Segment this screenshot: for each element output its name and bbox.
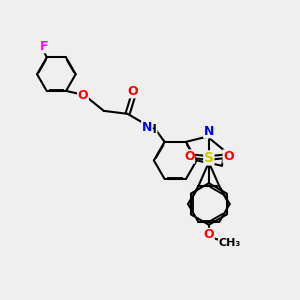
Text: H: H [147, 123, 157, 136]
Text: N: N [204, 125, 214, 138]
Text: F: F [40, 40, 49, 53]
Text: CH₃: CH₃ [218, 238, 241, 248]
Text: O: O [128, 85, 138, 98]
Text: N: N [142, 121, 152, 134]
Text: O: O [78, 89, 88, 102]
Text: O: O [184, 150, 194, 163]
Text: S: S [204, 151, 214, 165]
Text: O: O [223, 150, 234, 163]
Text: O: O [203, 228, 214, 242]
